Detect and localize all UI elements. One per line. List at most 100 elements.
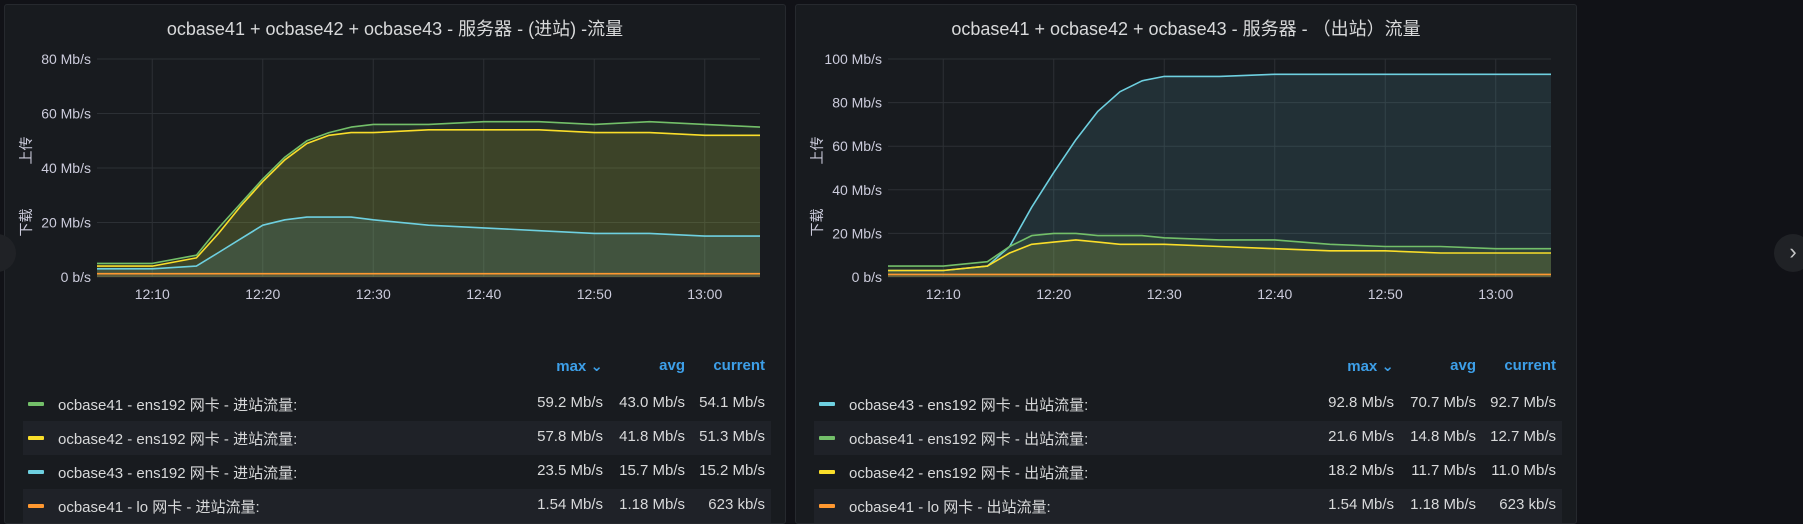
y-tick-label: 80 Mb/s	[832, 95, 882, 111]
legend-rows: ocbase43 - ens192 网卡 - 出站流量: 92.8 Mb/s 70.…	[814, 387, 1562, 523]
legend-max-value: 92.8 Mb/s	[1328, 394, 1394, 411]
series-color-swatch[interactable]	[819, 470, 835, 474]
x-tick-label: 12:30	[356, 286, 391, 302]
legend-table: max ⌄ avg current ocbase41 - ens192 网卡 -…	[23, 357, 771, 523]
series-color-swatch[interactable]	[28, 470, 44, 474]
x-tick-label: 12:10	[926, 286, 961, 302]
legend-current-value: 623 kb/s	[708, 496, 765, 513]
y-axis-label-download: 下载	[810, 209, 826, 237]
series-area-2	[888, 239, 1551, 277]
inbound-traffic-chart[interactable]: 0 b/s 20 Mb/s 40 Mb/s 60 Mb/s 80 Mb/s 12:10 12…	[5, 5, 787, 345]
legend-series-name[interactable]: ocbase43 - ens192 网卡 - 进站流量:	[58, 465, 298, 482]
legend-avg-value: 43.0 Mb/s	[619, 394, 685, 411]
legend-avg-value: 1.18 Mb/s	[619, 496, 685, 513]
x-tick-label: 13:00	[1478, 286, 1513, 302]
y-tick-label: 60 Mb/s	[41, 106, 91, 122]
legend-max-value: 21.6 Mb/s	[1328, 428, 1394, 445]
y-axis-label-upload: 上传	[19, 137, 35, 165]
y-tick-label: 60 Mb/s	[832, 138, 882, 154]
series-area-0	[888, 74, 1551, 277]
x-tick-label: 12:50	[577, 286, 612, 302]
y-tick-label: 80 Mb/s	[41, 51, 91, 67]
legend-header-current[interactable]: current	[1504, 357, 1556, 374]
legend-header: max ⌄ avg current	[23, 357, 771, 387]
legend-max-value: 57.8 Mb/s	[537, 428, 603, 445]
legend-current-value: 11.0 Mb/s	[1491, 462, 1556, 479]
series-area-1	[97, 129, 760, 277]
y-axis-label-download: 下载	[19, 209, 35, 237]
outbound-traffic-panel: ocbase41 + ocbase42 + ocbase43 - 服务器 - （…	[795, 4, 1577, 524]
legend-series-name[interactable]: ocbase42 - ens192 网卡 - 进站流量:	[58, 431, 298, 448]
legend-max-value: 1.54 Mb/s	[537, 496, 603, 513]
y-axis-label-upload: 上传	[810, 137, 826, 165]
legend-header-max[interactable]: max ⌄	[1347, 358, 1394, 375]
series-color-swatch[interactable]	[819, 436, 835, 440]
legend-row[interactable]: ocbase43 - ens192 网卡 - 进站流量: 23.5 Mb/s 15.…	[23, 455, 771, 489]
legend-current-value: 623 kb/s	[1499, 496, 1556, 513]
x-tick-label: 12:20	[1036, 286, 1071, 302]
y-tick-label: 0 b/s	[61, 269, 91, 285]
panel-title[interactable]: ocbase41 + ocbase42 + ocbase43 - 服务器 - （…	[951, 19, 1421, 39]
series-color-swatch[interactable]	[28, 402, 44, 406]
legend-max-value: 23.5 Mb/s	[537, 462, 603, 479]
legend-avg-value: 70.7 Mb/s	[1410, 394, 1476, 411]
y-tick-label: 100 Mb/s	[824, 51, 882, 67]
prev-panel-arrow-icon[interactable]: ‹	[0, 234, 16, 272]
legend-avg-value: 41.8 Mb/s	[619, 428, 685, 445]
series-area-0	[97, 121, 760, 277]
legend-series-name[interactable]: ocbase41 - ens192 网卡 - 进站流量:	[58, 397, 298, 414]
x-tick-label: 12:20	[245, 286, 280, 302]
legend-header-avg[interactable]: avg	[659, 357, 685, 374]
legend-series-name[interactable]: ocbase41 - ens192 网卡 - 出站流量:	[849, 431, 1089, 448]
legend-row[interactable]: ocbase41 - lo 网卡 - 进站流量: 1.54 Mb/s 1.18 Mb…	[23, 489, 771, 523]
inbound-traffic-panel: ocbase41 + ocbase42 + ocbase43 - 服务器 - (…	[4, 4, 786, 524]
legend-avg-value: 15.7 Mb/s	[619, 462, 685, 479]
legend-row[interactable]: ocbase42 - ens192 网卡 - 出站流量: 18.2 Mb/s 11.…	[814, 455, 1562, 489]
x-tick-label: 12:50	[1368, 286, 1403, 302]
series-color-swatch[interactable]	[819, 402, 835, 406]
legend-row[interactable]: ocbase41 - ens192 网卡 - 出站流量: 21.6 Mb/s 14.…	[814, 421, 1562, 455]
legend-header-max[interactable]: max ⌄	[556, 358, 603, 375]
legend-series-name[interactable]: ocbase41 - lo 网卡 - 出站流量:	[849, 499, 1051, 516]
legend-max-value: 18.2 Mb/s	[1328, 462, 1394, 479]
legend-header-avg[interactable]: avg	[1450, 357, 1476, 374]
legend-current-value: 54.1 Mb/s	[699, 394, 765, 411]
legend-avg-value: 1.18 Mb/s	[1410, 496, 1476, 513]
legend-current-value: 92.7 Mb/s	[1490, 394, 1556, 411]
legend-row[interactable]: ocbase43 - ens192 网卡 - 出站流量: 92.8 Mb/s 70.…	[814, 387, 1562, 421]
x-tick-label: 12:10	[135, 286, 170, 302]
legend-series-name[interactable]: ocbase41 - lo 网卡 - 进站流量:	[58, 499, 260, 516]
legend-series-name[interactable]: ocbase43 - ens192 网卡 - 出站流量:	[849, 397, 1089, 414]
next-panel-arrow-icon[interactable]: ›	[1774, 234, 1803, 272]
legend-max-value: 1.54 Mb/s	[1328, 496, 1394, 513]
x-tick-label: 12:40	[466, 286, 501, 302]
legend-header-current[interactable]: current	[713, 357, 765, 374]
series-line-0	[97, 120, 761, 265]
series-line-2	[888, 239, 1551, 272]
legend-current-value: 12.7 Mb/s	[1490, 428, 1556, 445]
series-area-1	[888, 233, 1551, 277]
x-tick-label: 12:40	[1257, 286, 1292, 302]
legend-current-value: 51.3 Mb/s	[699, 428, 765, 445]
legend-row[interactable]: ocbase41 - ens192 网卡 - 进站流量: 59.2 Mb/s 43.…	[23, 387, 771, 421]
y-tick-label: 20 Mb/s	[832, 225, 882, 241]
y-tick-label: 0 b/s	[852, 269, 882, 285]
legend-avg-value: 11.7 Mb/s	[1411, 462, 1476, 479]
panel-title[interactable]: ocbase41 + ocbase42 + ocbase43 - 服务器 - (…	[166, 19, 624, 39]
series-area-3	[97, 273, 760, 277]
x-tick-label: 13:00	[687, 286, 722, 302]
series-line-2	[97, 216, 760, 270]
x-tick-label: 12:30	[1147, 286, 1182, 302]
legend-max-value: 59.2 Mb/s	[537, 394, 603, 411]
legend-current-value: 15.2 Mb/s	[699, 462, 765, 479]
legend-row[interactable]: ocbase41 - lo 网卡 - 出站流量: 1.54 Mb/s 1.18 Mb…	[814, 489, 1562, 523]
y-tick-label: 40 Mb/s	[41, 160, 91, 176]
y-tick-label: 20 Mb/s	[41, 215, 91, 231]
series-color-swatch[interactable]	[28, 504, 44, 508]
series-color-swatch[interactable]	[28, 436, 44, 440]
series-line-1	[888, 232, 1551, 267]
legend-row[interactable]: ocbase42 - ens192 网卡 - 进站流量: 57.8 Mb/s 41.…	[23, 421, 771, 455]
outbound-traffic-chart[interactable]: 0 b/s 20 Mb/s 40 Mb/s 60 Mb/s 80 Mb/s 100 Mb/…	[796, 5, 1578, 345]
legend-series-name[interactable]: ocbase42 - ens192 网卡 - 出站流量:	[849, 465, 1089, 482]
series-color-swatch[interactable]	[819, 504, 835, 508]
